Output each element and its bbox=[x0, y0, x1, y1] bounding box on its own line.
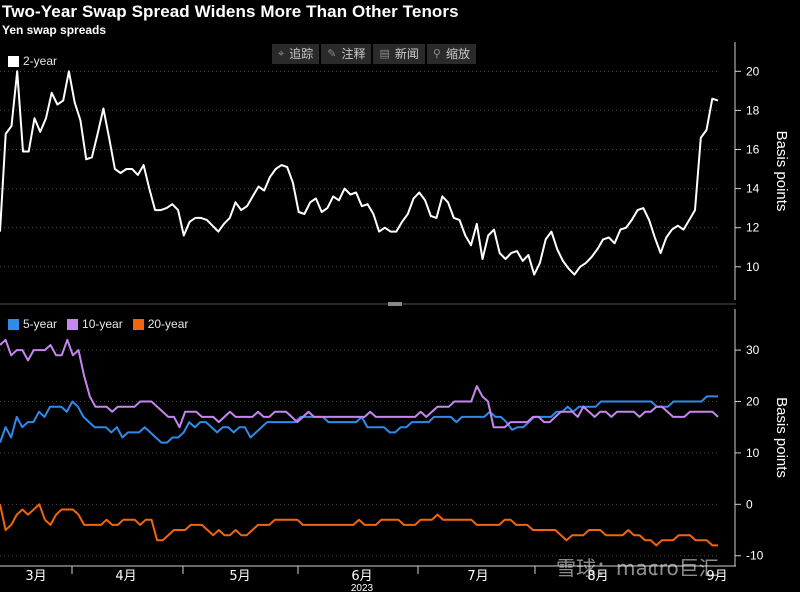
top-y-tick-label: 14 bbox=[746, 182, 760, 196]
bottom-series-line-5-year bbox=[0, 395, 718, 444]
x-tick-label: 3月 bbox=[25, 569, 46, 584]
bottom-panel-legend: 5-year 10-year 20-year bbox=[8, 317, 188, 331]
bottom-y-tick-label: 30 bbox=[746, 343, 760, 357]
x-tick-label: 6月 bbox=[351, 569, 372, 584]
zoom-button[interactable]: ⚲ 缩放 bbox=[426, 44, 476, 64]
news-button[interactable]: ▤ 新闻 bbox=[373, 44, 425, 64]
chart-title: Two-Year Swap Spread Widens More Than Ot… bbox=[2, 2, 459, 21]
bottom-y-tick-label: -10 bbox=[746, 549, 764, 563]
legend-item-10-year[interactable]: 10-year bbox=[67, 317, 123, 331]
news-button-label: 新闻 bbox=[394, 47, 419, 61]
track-button[interactable]: ⌖ 追踪 bbox=[272, 44, 320, 64]
zoom-icon: ⚲ bbox=[432, 48, 441, 60]
legend-item-5-year[interactable]: 5-year bbox=[8, 317, 57, 331]
top-panel-legend: 2-year bbox=[8, 54, 57, 68]
legend-swatch-20-year bbox=[132, 318, 144, 330]
legend-swatch-5-year bbox=[8, 318, 19, 330]
bottom-y-tick-label: 0 bbox=[746, 497, 753, 511]
pencil-icon: ✎ bbox=[327, 48, 337, 60]
top-series-line-2-year bbox=[0, 70, 719, 276]
chart-subtitle: Yen swap spreads bbox=[2, 23, 107, 37]
legend-item-20-year[interactable]: 20-year bbox=[132, 317, 189, 331]
legend-swatch-2-year bbox=[8, 55, 19, 67]
legend-label-5-year: 5-year bbox=[23, 317, 58, 331]
zoom-button-label: 缩放 bbox=[445, 47, 470, 61]
top-y-tick-label: 16 bbox=[746, 143, 760, 157]
x-tick-label: 4月 bbox=[115, 569, 136, 584]
bottom-y-tick-label: 10 bbox=[746, 446, 760, 460]
x-tick-label: 9月 bbox=[706, 569, 727, 584]
x-tick-label: 5月 bbox=[229, 569, 250, 584]
x-tick-label: 7月 bbox=[467, 569, 488, 584]
legend-label-2-year: 2-year bbox=[23, 54, 58, 68]
top-y-tick-label: 20 bbox=[746, 64, 760, 78]
bottom-y-tick-label: 20 bbox=[746, 395, 760, 409]
bottom-series-line-20-year bbox=[0, 503, 718, 547]
top-y-tick-label: 10 bbox=[746, 260, 760, 274]
annotate-button-label: 注释 bbox=[341, 47, 366, 61]
chart-toolbar: ⌖ 追踪 ✎ 注释 ▤ 新闻 ⚲ 缩放 bbox=[272, 44, 476, 64]
top-y-axis-label: Basis points bbox=[773, 131, 790, 212]
top-y-tick-label: 18 bbox=[746, 103, 760, 117]
bottom-series-line-10-year bbox=[0, 338, 719, 429]
crosshair-icon: ⌖ bbox=[278, 48, 285, 60]
watermark: 雪球：macro巨汇 bbox=[556, 556, 719, 580]
x-tick-label: 8月 bbox=[587, 569, 608, 584]
annotate-button[interactable]: ✎ 注释 bbox=[321, 44, 372, 64]
top-y-tick-label: 12 bbox=[746, 221, 760, 235]
legend-item-2-year[interactable]: 2-year bbox=[8, 54, 57, 68]
news-icon: ▤ bbox=[379, 48, 390, 60]
legend-label-10-year: 10-year bbox=[82, 317, 123, 331]
track-button-label: 追踪 bbox=[289, 47, 314, 61]
panel-divider-grip bbox=[388, 302, 402, 306]
legend-swatch-10-year bbox=[67, 318, 79, 330]
legend-label-20-year: 20-year bbox=[147, 317, 189, 331]
bottom-y-axis-label: Basis points bbox=[773, 397, 790, 478]
x-year-label: 2023 bbox=[351, 583, 374, 592]
